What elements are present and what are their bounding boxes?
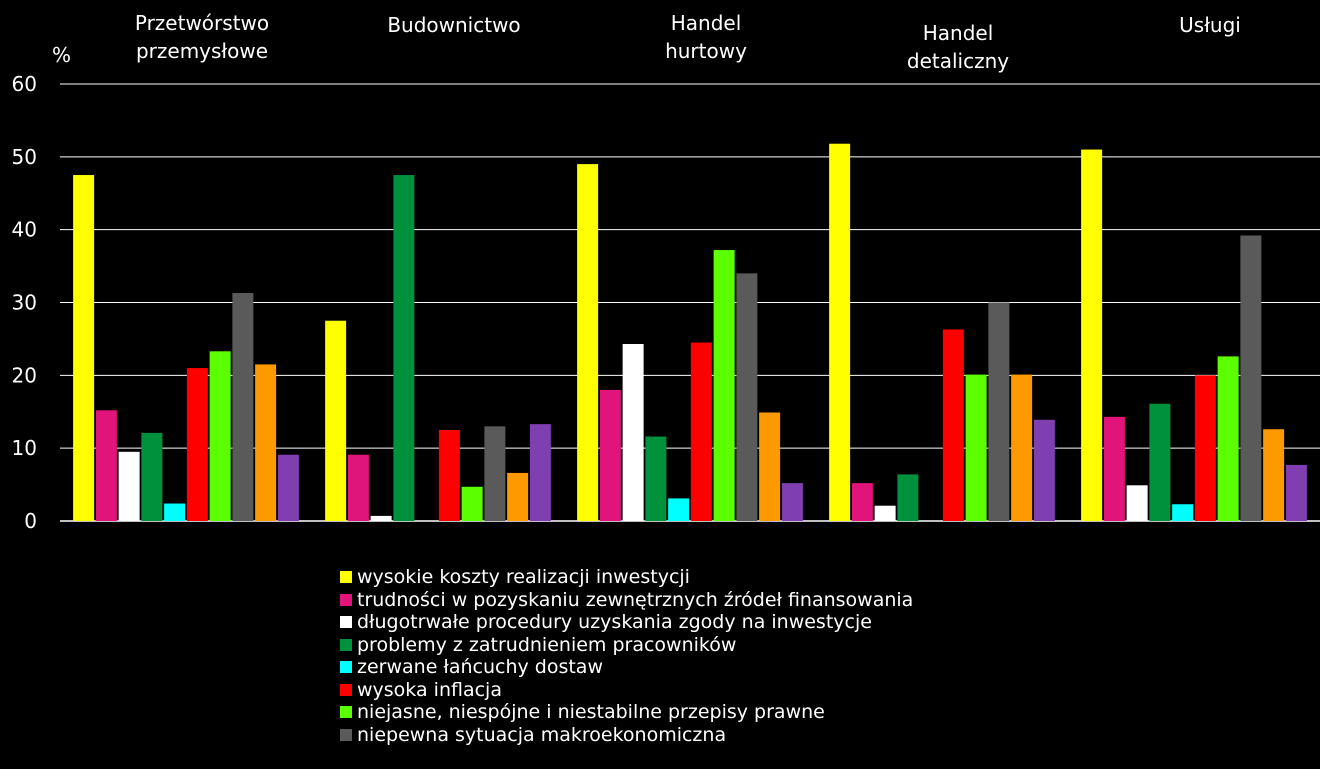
bar	[1126, 485, 1148, 521]
legend-label: długotrwałe procedury uzyskania zgody na…	[357, 611, 872, 633]
bar	[186, 368, 208, 521]
bar	[897, 474, 919, 521]
bar	[277, 454, 299, 521]
bar	[1011, 374, 1033, 521]
bar	[829, 143, 851, 521]
y-tick-label: 50	[12, 145, 37, 169]
legend-label: niejasne, niespójne i niestabilne przepi…	[357, 701, 825, 723]
bar	[232, 293, 254, 521]
category-label: hurtowy	[665, 39, 747, 63]
legend-swatch	[340, 593, 352, 606]
y-tick-label: 30	[12, 291, 37, 315]
bar	[1149, 403, 1171, 521]
bar	[438, 429, 460, 521]
bar	[668, 498, 690, 521]
bar	[95, 410, 117, 521]
legend-swatch	[340, 638, 352, 651]
bar	[1240, 235, 1262, 521]
bar	[713, 250, 735, 521]
bar	[73, 175, 95, 521]
bar	[347, 454, 369, 521]
category-labels: Przetwórstwo przemysłowe Budownictwo Handel…	[135, 11, 1241, 73]
legend-swatch	[340, 683, 352, 696]
legend-swatch	[340, 571, 352, 584]
bar	[874, 505, 896, 521]
bar	[461, 486, 483, 521]
bar	[690, 342, 712, 521]
legend: wysokie koszty realizacji inwestycji trud…	[340, 566, 913, 746]
bar	[370, 515, 392, 521]
legend-label: problemy z zatrudnieniem pracowników	[357, 633, 737, 656]
bar	[577, 164, 599, 521]
y-axis-ticks: 0 10 20 30 40 50 60	[12, 72, 37, 533]
bar	[1217, 356, 1239, 521]
bar	[988, 302, 1010, 521]
y-tick-label: 60	[12, 72, 37, 96]
legend-item: zerwane łańcuchy dostaw	[340, 656, 913, 679]
category-label: Budownictwo	[387, 13, 520, 37]
bar	[529, 424, 551, 521]
category-label: Usługi	[1179, 13, 1241, 37]
bar	[1285, 464, 1307, 521]
legend-item: trudności w pozyskaniu zewnętrznych źród…	[340, 589, 913, 612]
bar	[942, 329, 964, 521]
legend-item: wysokie koszty realizacji inwestycji	[340, 566, 913, 589]
legend-swatch	[340, 661, 352, 674]
legend-swatch	[340, 728, 352, 741]
bar	[1194, 375, 1216, 521]
bar	[759, 412, 781, 521]
bar	[1263, 429, 1285, 521]
bar	[736, 273, 758, 521]
bar	[781, 483, 803, 521]
legend-item: problemy z zatrudnieniem pracowników	[340, 634, 913, 657]
y-tick-label: 10	[12, 436, 37, 460]
legend-swatch	[340, 706, 352, 719]
legend-swatch	[340, 616, 352, 629]
legend-item: długotrwałe procedury uzyskania zgody na…	[340, 611, 913, 634]
category-label: przemysłowe	[136, 39, 268, 63]
category-label: detaliczny	[907, 49, 1009, 73]
legend-label: wysoka inflacja	[357, 678, 502, 701]
legend-item: niejasne, niespójne i niestabilne przepi…	[340, 701, 913, 724]
bar	[507, 472, 529, 521]
bar	[118, 451, 140, 521]
legend-label: niepewna sytuacja makroekonomiczna	[357, 723, 727, 746]
legend-item: niepewna sytuacja makroekonomiczna	[340, 724, 913, 747]
bar	[599, 389, 621, 521]
bar	[325, 320, 347, 521]
bar	[622, 344, 644, 521]
legend-label: zerwane łańcuchy dostaw	[357, 656, 603, 678]
bar	[164, 503, 186, 521]
category-label: Handel	[923, 21, 994, 45]
legend-item: wysoka inflacja	[340, 679, 913, 702]
bar	[393, 175, 415, 521]
legend-label: trudności w pozyskaniu zewnętrznych źród…	[357, 588, 914, 611]
category-label: Handel	[671, 11, 742, 35]
bar	[209, 351, 231, 521]
category-label: Przetwórstwo	[135, 11, 269, 35]
bar	[851, 483, 873, 521]
bar	[965, 374, 987, 521]
bar	[484, 426, 506, 521]
bars	[73, 143, 1307, 522]
bar	[255, 364, 277, 521]
y-axis-label: %	[52, 43, 71, 67]
legend-label: wysokie koszty realizacji inwestycji	[357, 566, 690, 588]
bar	[1103, 416, 1125, 521]
bar	[1033, 419, 1055, 521]
y-tick-label: 40	[12, 218, 37, 242]
bar	[141, 432, 163, 521]
bar	[1172, 504, 1194, 521]
y-tick-label: 0	[24, 509, 37, 533]
bar	[1081, 149, 1103, 522]
bar	[645, 436, 667, 521]
y-tick-label: 20	[12, 363, 37, 387]
